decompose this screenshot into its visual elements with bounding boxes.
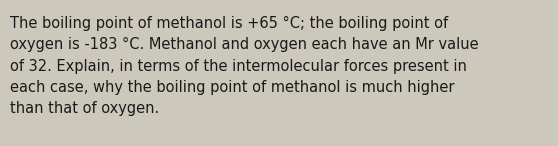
Text: The boiling point of methanol is +65 °C; the boiling point of
oxygen is -183 °C.: The boiling point of methanol is +65 °C;… [10,16,479,116]
